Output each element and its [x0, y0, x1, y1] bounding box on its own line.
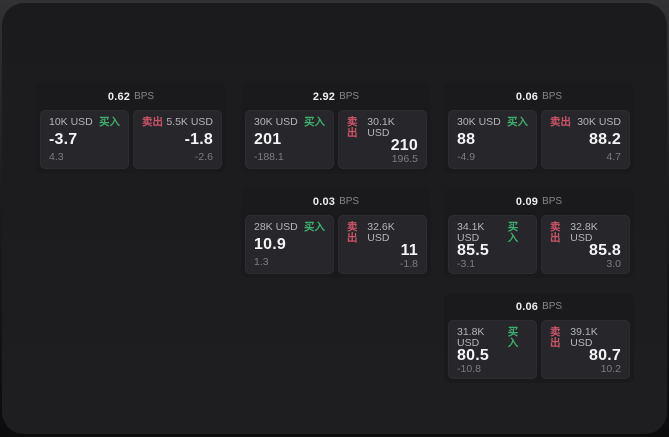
sell-side-label: 卖出: [347, 221, 358, 244]
quote-panels: 30K USD 买入 88 -4.9 卖出 30K USD 88.2 4.7: [444, 110, 634, 169]
sell-price: 210: [390, 137, 418, 154]
sell-side-label: 卖出: [142, 116, 163, 128]
card-header: 0.09 BPS: [444, 188, 634, 215]
sell-delta: -2.6: [194, 150, 213, 163]
quote-card: 0.06 BPS 30K USD 买入 88 -4.9 卖出 30K USD 8…: [444, 83, 634, 173]
quote-card: 2.92 BPS 30K USD 买入 201 -188.1 卖出 30.1K …: [241, 83, 431, 173]
buy-side-label: 买入: [304, 221, 325, 233]
sell-price: 11: [400, 242, 418, 259]
buy-panel[interactable]: 28K USD 买入 10.9 1.3: [245, 215, 334, 274]
buy-price: -3.7: [49, 130, 78, 148]
buy-amount: 28K USD: [254, 221, 298, 233]
bps-unit-label: BPS: [542, 301, 563, 312]
bps-unit-label: BPS: [339, 91, 360, 102]
buy-panel[interactable]: 31.8K USD 买入 80.5 -10.8: [448, 320, 537, 379]
buy-delta: -4.9: [457, 150, 476, 163]
quote-panels: 30K USD 买入 201 -188.1 卖出 30.1K USD 210 1…: [241, 110, 431, 169]
sell-panel[interactable]: 卖出 39.1K USD 80.7 10.2: [541, 320, 630, 379]
sell-side-label: 卖出: [550, 221, 561, 244]
bps-value: 0.62: [107, 90, 131, 103]
sell-side-label: 卖出: [347, 116, 358, 139]
sell-delta: 4.7: [606, 150, 621, 163]
card-header: 2.92 BPS: [241, 83, 431, 110]
sell-amount: 32.6K USD: [367, 221, 395, 244]
sell-amount: 30K USD: [577, 116, 621, 128]
bps-unit-label: BPS: [339, 196, 360, 207]
buy-panel[interactable]: 34.1K USD 买入 85.5 -3.1: [448, 215, 537, 274]
quote-card: 0.03 BPS 28K USD 买入 10.9 1.3 卖出 32.6K US…: [241, 188, 431, 278]
buy-delta: -10.8: [457, 363, 481, 375]
bps-value: 0.06: [515, 300, 539, 313]
sell-panel[interactable]: 卖出 30.1K USD 210 196.5: [338, 110, 427, 169]
sell-delta: 10.2: [600, 363, 621, 375]
bps-value: 0.06: [515, 90, 539, 103]
quote-panels: 10K USD 买入 -3.7 4.3 卖出 5.5K USD -1.8 -2.…: [36, 110, 226, 169]
sell-price: 80.7: [589, 347, 621, 364]
sell-price: -1.8: [184, 130, 213, 148]
quote-panels: 31.8K USD 买入 80.5 -10.8 卖出 39.1K USD 80.…: [444, 320, 634, 379]
quote-card: 0.62 BPS 10K USD 买入 -3.7 4.3 卖出 5.5K USD…: [36, 83, 226, 173]
bps-value: 2.92: [312, 90, 336, 103]
buy-price: 88: [457, 130, 476, 148]
buy-side-label: 买入: [507, 326, 519, 349]
buy-panel[interactable]: 30K USD 买入 201 -188.1: [245, 110, 334, 169]
sell-price: 88.2: [589, 130, 621, 148]
buy-amount: 10K USD: [49, 116, 93, 128]
sell-price: 85.8: [589, 242, 621, 259]
buy-side-label: 买入: [507, 221, 519, 244]
quote-panels: 34.1K USD 买入 85.5 -3.1 卖出 32.8K USD 85.8…: [444, 215, 634, 274]
sell-delta: -1.8: [399, 258, 418, 270]
bps-unit-label: BPS: [542, 196, 563, 207]
sell-amount: 5.5K USD: [166, 116, 213, 128]
sell-amount: 30.1K USD: [367, 116, 395, 139]
sell-side-label: 卖出: [550, 326, 561, 349]
buy-delta: 1.3: [254, 255, 269, 268]
bps-unit-label: BPS: [134, 91, 155, 102]
buy-amount: 34.1K USD: [457, 221, 485, 244]
buy-delta: -188.1: [254, 150, 284, 163]
buy-side-label: 买入: [304, 116, 325, 128]
buy-amount: 30K USD: [457, 116, 501, 128]
buy-delta: -3.1: [457, 258, 476, 270]
sell-panel[interactable]: 卖出 30K USD 88.2 4.7: [541, 110, 630, 169]
sell-amount: 39.1K USD: [570, 326, 598, 349]
sell-delta: 196.5: [391, 153, 418, 165]
buy-price: 80.5: [457, 347, 489, 364]
sell-delta: 3.0: [606, 258, 621, 270]
buy-amount: 31.8K USD: [457, 326, 485, 349]
sell-amount: 32.8K USD: [570, 221, 598, 244]
buy-price: 85.5: [457, 242, 489, 259]
quote-card: 0.06 BPS 31.8K USD 买入 80.5 -10.8 卖出 39.1…: [444, 293, 634, 383]
bps-value: 0.03: [312, 195, 336, 208]
card-header: 0.62 BPS: [36, 83, 226, 110]
buy-panel[interactable]: 10K USD 买入 -3.7 4.3: [40, 110, 129, 169]
card-header: 0.06 BPS: [444, 293, 634, 320]
bps-value: 0.09: [515, 195, 539, 208]
buy-side-label: 买入: [507, 116, 528, 128]
buy-panel[interactable]: 30K USD 买入 88 -4.9: [448, 110, 537, 169]
card-header: 0.03 BPS: [241, 188, 431, 215]
buy-price: 201: [254, 130, 282, 148]
bps-unit-label: BPS: [542, 91, 563, 102]
card-header: 0.06 BPS: [444, 83, 634, 110]
sell-panel[interactable]: 卖出 5.5K USD -1.8 -2.6: [133, 110, 222, 169]
quote-panels: 28K USD 买入 10.9 1.3 卖出 32.6K USD 11 -1.8: [241, 215, 431, 274]
sell-panel[interactable]: 卖出 32.6K USD 11 -1.8: [338, 215, 427, 274]
buy-amount: 30K USD: [254, 116, 298, 128]
buy-side-label: 买入: [99, 116, 120, 128]
sell-side-label: 卖出: [550, 116, 571, 128]
quote-card: 0.09 BPS 34.1K USD 买入 85.5 -3.1 卖出 32.8K…: [444, 188, 634, 278]
sell-panel[interactable]: 卖出 32.8K USD 85.8 3.0: [541, 215, 630, 274]
buy-price: 10.9: [254, 235, 286, 253]
buy-delta: 4.3: [49, 150, 64, 163]
